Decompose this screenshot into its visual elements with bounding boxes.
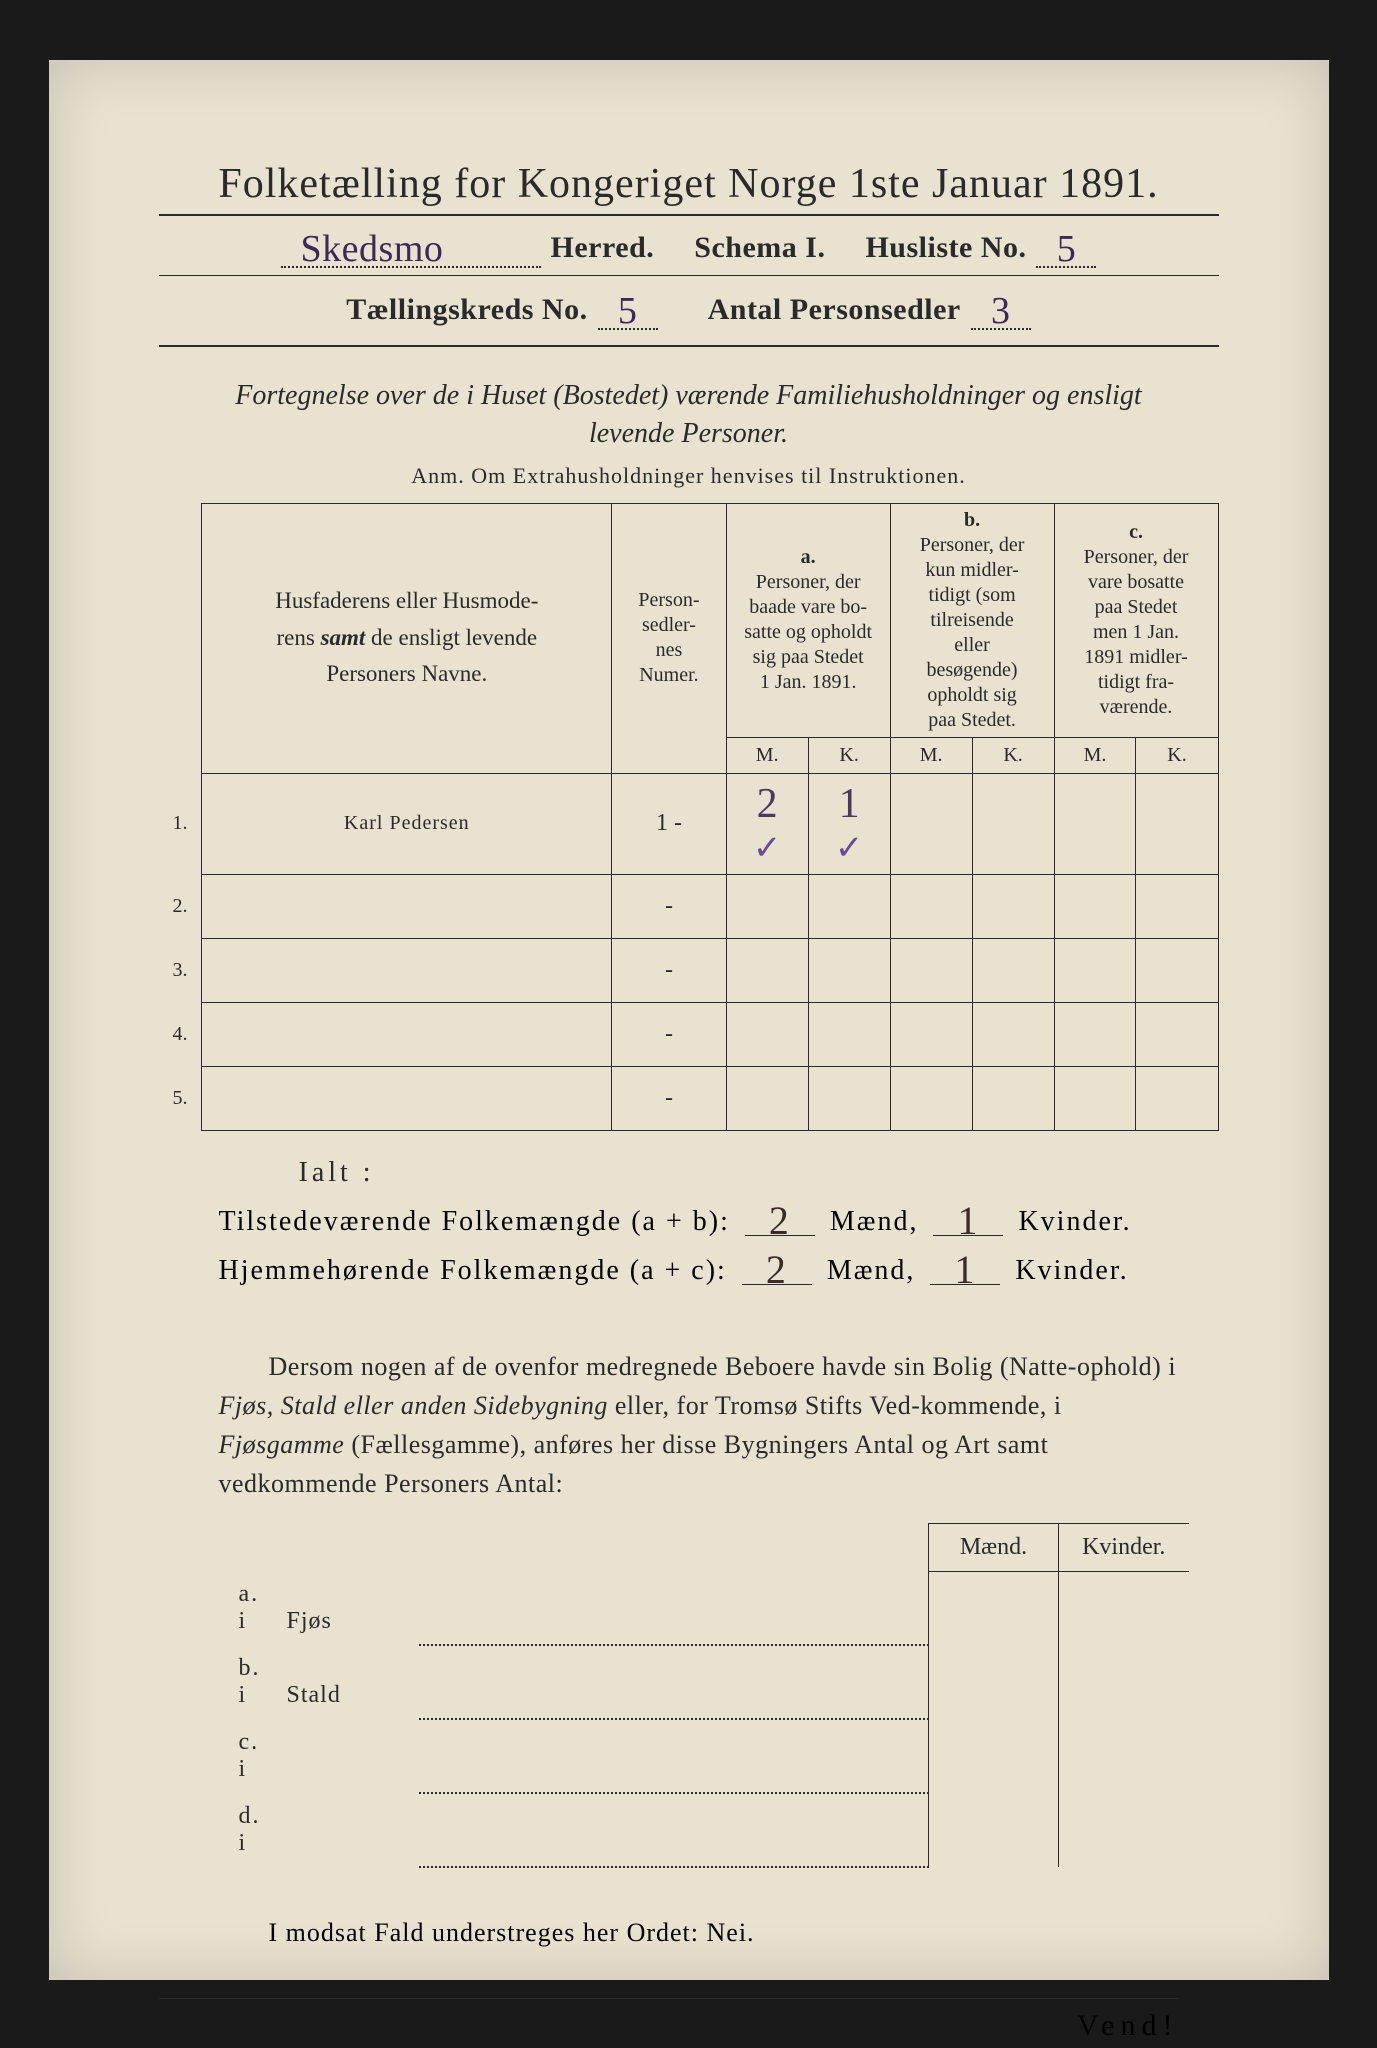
a-k-cell — [808, 874, 890, 938]
num-cell: - — [612, 1002, 727, 1066]
side-kvinder-header: Kvinder. — [1059, 1523, 1189, 1571]
side-row: d. i — [219, 1793, 1189, 1867]
vend-label: Vend! — [159, 1998, 1179, 2043]
description-text: Fortegnelse over de i Huset (Bostedet) v… — [199, 377, 1179, 453]
table-row: 1. Karl Pedersen 1 - 2✓ 1✓ — [159, 773, 1219, 874]
num-cell: 1 - — [612, 773, 727, 874]
side-row: b. i Stald — [219, 1645, 1189, 1719]
table-row: 4. - — [159, 1002, 1219, 1066]
num-cell: - — [612, 1066, 727, 1130]
herred-label: Herred. — [551, 231, 655, 265]
side-building-para: Dersom nogen af de ovenfor medregnede Be… — [219, 1347, 1189, 1503]
a-m-cell — [726, 938, 808, 1002]
name-cell — [202, 938, 612, 1002]
name-cell: Karl Pedersen — [202, 773, 612, 874]
a-k-cell — [808, 938, 890, 1002]
census-table: Husfaderens eller Husmode-rens samt de e… — [159, 503, 1219, 1131]
col-num-header: Person-sedler-nesNumer. — [612, 503, 727, 773]
kreds-label: Tællingskreds No. — [346, 293, 587, 327]
totals-block: Ialt : — [299, 1157, 1219, 1189]
annotation-text: Anm. Om Extrahusholdninger henvises til … — [159, 463, 1219, 489]
tilstede-m: 2 — [745, 1207, 815, 1236]
table-row: 5. - — [159, 1066, 1219, 1130]
husliste-value: 5 — [1036, 232, 1096, 268]
side-row: a. i Fjøs — [219, 1571, 1189, 1645]
a-m-cell — [726, 1002, 808, 1066]
side-maend-header: Mænd. — [929, 1523, 1059, 1571]
hjemme-m: 2 — [742, 1256, 812, 1285]
page-title: Folketælling for Kongeriget Norge 1ste J… — [159, 160, 1219, 216]
kreds-value: 5 — [598, 294, 658, 330]
name-cell — [202, 1066, 612, 1130]
table-row: 3. - — [159, 938, 1219, 1002]
a-m-cell — [726, 874, 808, 938]
a-k-cell — [808, 1066, 890, 1130]
hjemme-line: Hjemmehørende Folkemængde (a + c): 2 Mæn… — [219, 1252, 1219, 1287]
a-k-cell: 1✓ — [808, 773, 890, 874]
col-name-header: Husfaderens eller Husmode-rens samt de e… — [202, 503, 612, 773]
ialt-label: Ialt : — [299, 1157, 375, 1188]
a-m-cell: 2✓ — [726, 773, 808, 874]
side-table: Mænd. Kvinder. a. i Fjøs b. i Stald c. i… — [219, 1523, 1189, 1869]
kvinder-label-2: Kvinder. — [1015, 1255, 1128, 1286]
kvinder-label: Kvinder. — [1018, 1206, 1131, 1237]
table-row: 2. - — [159, 874, 1219, 938]
husliste-label: Husliste No. — [865, 231, 1026, 265]
header-line-2: Tællingskreds No. 5 Antal Personsedler 3 — [159, 276, 1219, 347]
a-k-cell — [808, 1002, 890, 1066]
tilstede-label: Tilstedeværende Folkemængde (a + b): — [219, 1206, 730, 1237]
herred-value: Skedsmo — [281, 232, 541, 268]
hjemme-label: Hjemmehørende Folkemængde (a + c): — [219, 1255, 727, 1286]
maend-label-2: Mænd, — [827, 1255, 916, 1286]
name-cell — [202, 1002, 612, 1066]
antal-value: 3 — [971, 294, 1031, 330]
name-cell — [202, 874, 612, 938]
num-cell: - — [612, 938, 727, 1002]
antal-label: Antal Personsedler — [708, 293, 961, 327]
document-page: Folketælling for Kongeriget Norge 1ste J… — [49, 60, 1329, 1980]
schema-label: Schema I. — [694, 231, 825, 265]
num-cell: - — [612, 874, 727, 938]
tilstede-line: Tilstedeværende Folkemængde (a + b): 2 M… — [219, 1203, 1219, 1238]
nei-line: I modsat Fald understreges her Ordet: Ne… — [269, 1918, 1219, 1948]
header-line-1: Skedsmo Herred. Schema I. Husliste No. 5 — [159, 220, 1219, 276]
hjemme-k: 1 — [930, 1256, 1000, 1285]
a-m-cell — [726, 1066, 808, 1130]
tilstede-k: 1 — [933, 1207, 1003, 1236]
side-row: c. i — [219, 1719, 1189, 1793]
maend-label: Mænd, — [830, 1206, 919, 1237]
